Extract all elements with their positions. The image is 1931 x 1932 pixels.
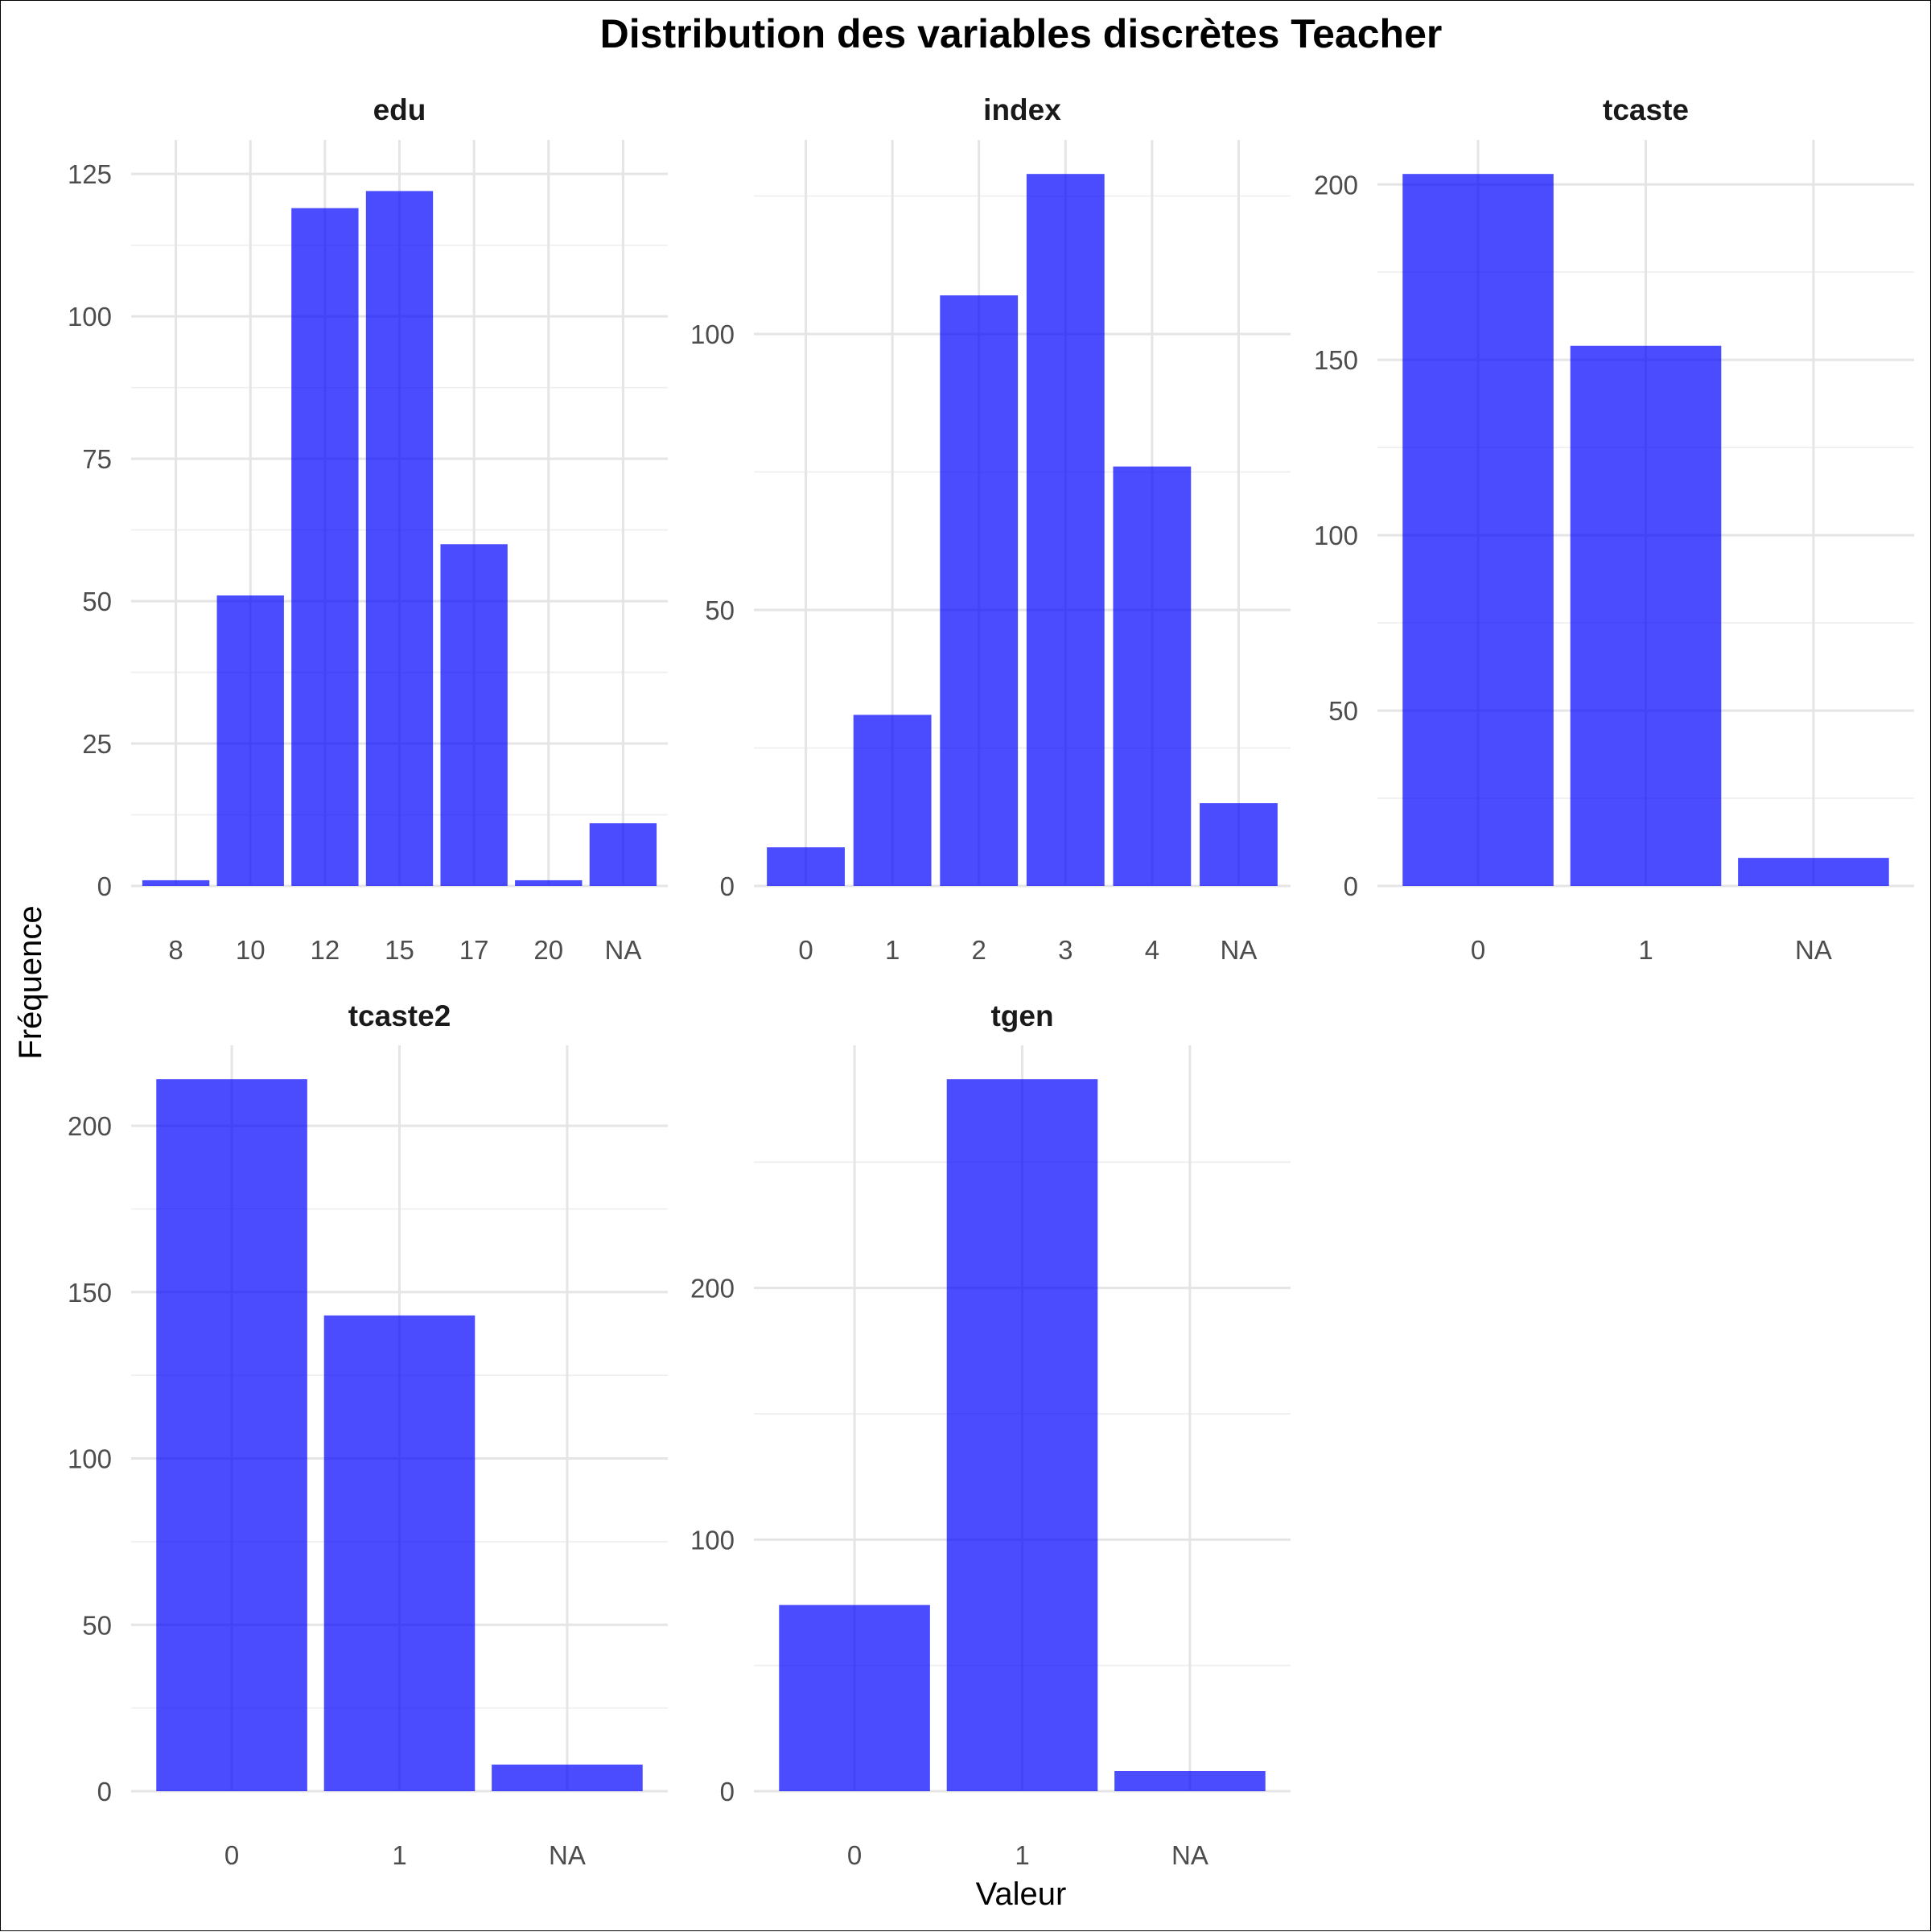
x-tick-label: NA xyxy=(1795,935,1832,965)
facet-tcaste2: 0 50 100 150 200 0 1 NA tcaste2 xyxy=(68,999,668,1870)
bar-edu-20 xyxy=(515,879,583,886)
x-tick-label: 4 xyxy=(1145,935,1159,965)
facet-edu: 0 25 50 75 100 125 8 10 12 15 17 20 NA edu xyxy=(68,93,668,965)
bar-edu-8 xyxy=(142,879,210,886)
y-tick-label: 0 xyxy=(720,1777,735,1806)
bar-edu-10 xyxy=(216,595,284,886)
y-tick-label: 0 xyxy=(1344,871,1358,901)
bar-tcaste-NA xyxy=(1738,858,1889,886)
bar-tcaste-0 xyxy=(1402,174,1554,887)
x-tick-label: 12 xyxy=(311,935,340,965)
x-axis-title: Valeur xyxy=(976,1876,1067,1912)
facet-title-tgen: tgen xyxy=(990,999,1053,1032)
x-tick-label: NA xyxy=(1171,1840,1208,1870)
x-tick-label: NA xyxy=(1221,935,1258,965)
bar-tgen-0 xyxy=(779,1605,930,1791)
bar-tcaste2-0 xyxy=(156,1079,307,1791)
chart-title: Distribution des variables discrètes Tea… xyxy=(600,11,1443,56)
y-tick-label: 0 xyxy=(720,871,735,901)
bar-index-2 xyxy=(940,295,1019,887)
y-tick-label: 100 xyxy=(1314,521,1358,550)
bar-tgen-NA xyxy=(1114,1770,1266,1791)
x-tick-label: 3 xyxy=(1058,935,1073,965)
bar-index-3 xyxy=(1026,174,1105,887)
x-tick-label: NA xyxy=(604,935,641,965)
bar-tcaste-1 xyxy=(1570,345,1722,886)
y-tick-label: 100 xyxy=(690,1525,735,1555)
y-tick-label: 200 xyxy=(690,1274,735,1304)
facet-index: 0 50 100 0 1 2 3 4 NA index xyxy=(690,93,1291,965)
y-tick-label: 50 xyxy=(82,587,112,616)
bar-index-4 xyxy=(1113,466,1192,886)
y-tick-label: 0 xyxy=(97,871,112,901)
facet-title-index: index xyxy=(983,93,1061,126)
y-tick-label: 50 xyxy=(705,595,735,625)
x-tick-label: 10 xyxy=(236,935,266,965)
bar-edu-NA xyxy=(589,823,657,886)
facet-tgen: 0 100 200 0 1 NA tgen xyxy=(690,999,1291,1870)
x-tick-label: 2 xyxy=(972,935,986,965)
bar-edu-12 xyxy=(291,208,359,887)
facet-title-tcaste2: tcaste2 xyxy=(348,999,451,1032)
bar-tcaste2-NA xyxy=(492,1764,643,1791)
y-tick-label: 200 xyxy=(1314,170,1358,200)
y-tick-label: 200 xyxy=(68,1111,112,1141)
y-tick-label: 75 xyxy=(82,444,112,474)
x-tick-label: 1 xyxy=(885,935,900,965)
facet-title-tcaste: tcaste xyxy=(1603,93,1689,126)
x-tick-label: 0 xyxy=(798,935,813,965)
y-tick-label: 100 xyxy=(68,1444,112,1474)
x-tick-label: 17 xyxy=(459,935,489,965)
facet-tcaste: 0 50 100 150 200 0 1 NA tcaste xyxy=(1314,93,1914,965)
bar-index-NA xyxy=(1200,803,1278,886)
y-tick-label: 0 xyxy=(97,1777,112,1806)
bar-index-1 xyxy=(853,715,932,886)
bar-tgen-1 xyxy=(946,1079,1098,1791)
y-tick-label: 25 xyxy=(82,729,112,759)
facet-title-edu: edu xyxy=(373,93,426,126)
x-tick-label: 0 xyxy=(224,1840,239,1870)
bar-edu-17 xyxy=(440,544,508,886)
y-axis-title: Fréquence xyxy=(13,905,48,1059)
y-tick-label: 150 xyxy=(68,1278,112,1308)
x-tick-label: 1 xyxy=(1638,935,1653,965)
x-tick-label: 8 xyxy=(168,935,183,965)
y-tick-label: 50 xyxy=(82,1610,112,1640)
y-tick-label: 100 xyxy=(690,319,735,349)
x-tick-label: 20 xyxy=(533,935,563,965)
x-tick-label: 1 xyxy=(1015,1840,1029,1870)
bar-index-0 xyxy=(767,847,845,886)
bar-edu-15 xyxy=(365,191,434,887)
x-tick-label: 0 xyxy=(1471,935,1485,965)
y-tick-label: 50 xyxy=(1328,696,1358,726)
x-tick-label: NA xyxy=(549,1840,586,1870)
x-tick-label: 15 xyxy=(385,935,414,965)
y-tick-label: 100 xyxy=(68,302,112,332)
y-tick-label: 125 xyxy=(68,159,112,189)
y-tick-label: 150 xyxy=(1314,345,1358,375)
x-tick-label: 1 xyxy=(392,1840,406,1870)
bar-tcaste2-1 xyxy=(323,1315,476,1791)
x-tick-label: 0 xyxy=(847,1840,862,1870)
